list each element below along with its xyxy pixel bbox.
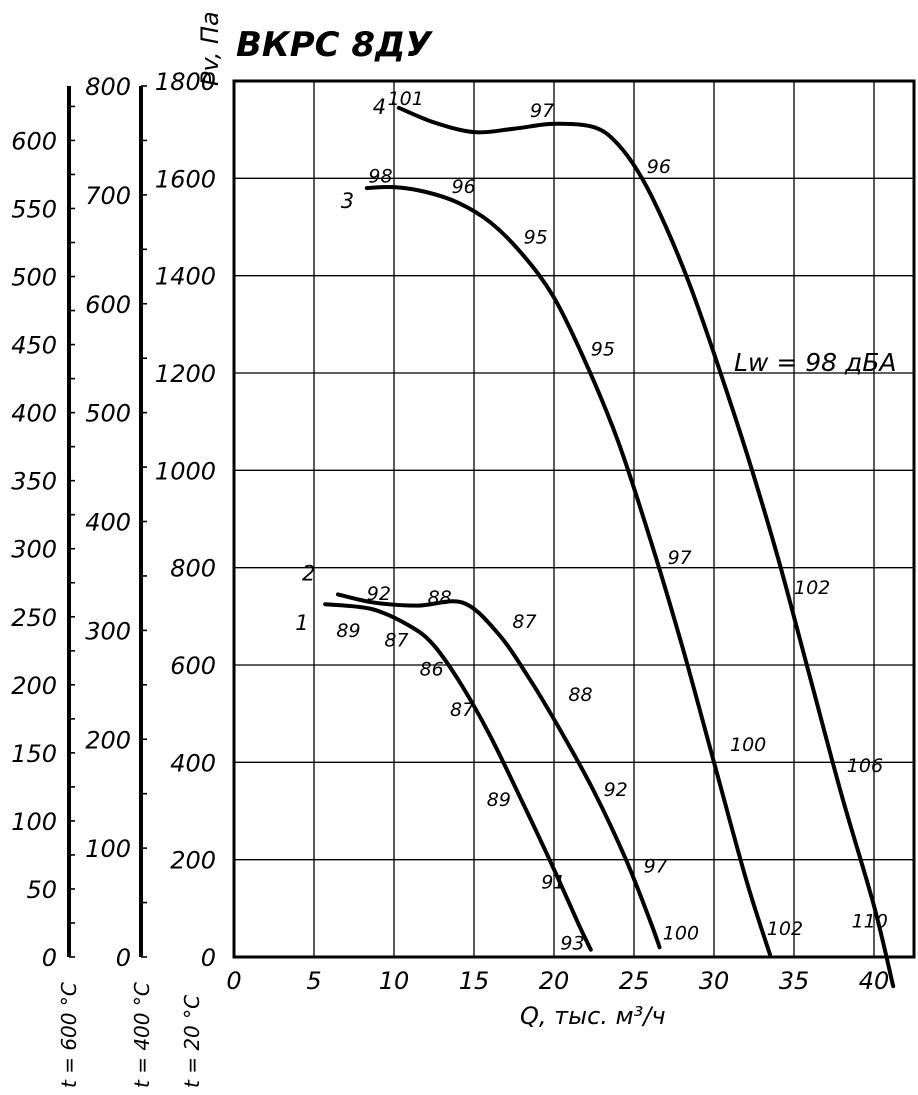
scale-600-label: 200 <box>11 672 57 700</box>
y-axis-label: Pv, Па <box>196 11 224 86</box>
scale-600-label: 150 <box>11 740 57 768</box>
curve-name-1: 1 <box>295 611 308 635</box>
scale-400-label: 800 <box>85 73 131 101</box>
noise-label: 97 <box>668 547 692 569</box>
noise-label: 86 <box>420 658 444 680</box>
noise-label: 87 <box>450 699 474 721</box>
scale-600-label: 400 <box>11 400 57 428</box>
noise-label: 96 <box>647 156 671 178</box>
scale-400-label: 0 <box>116 944 131 972</box>
noise-label: 96 <box>452 176 476 198</box>
scale-600-label: 100 <box>11 808 57 836</box>
noise-label: 101 <box>388 88 424 110</box>
x-axis-label: Q, тыс. м³/ч <box>520 1002 666 1030</box>
y-tick-label: 600 <box>170 652 216 680</box>
x-tick-label: 25 <box>619 967 650 995</box>
x-tick-label: 35 <box>779 967 810 995</box>
noise-label: 97 <box>530 100 554 122</box>
scale-600-label: 550 <box>11 195 57 223</box>
curves <box>323 105 896 989</box>
noise-label: 95 <box>591 339 615 361</box>
temperature-scale-label: t = 600 °C <box>57 982 81 1088</box>
y-tick-label: 400 <box>170 749 216 777</box>
x-tick-label: 30 <box>699 967 730 995</box>
y-tick-label: 1400 <box>155 263 216 291</box>
scale-600-label: 250 <box>11 604 57 632</box>
noise-label: 98 <box>368 165 392 187</box>
curve-1 <box>323 602 593 952</box>
y-tick-label: 800 <box>170 555 216 583</box>
noise-label: 97 <box>644 856 668 878</box>
grid <box>233 80 914 958</box>
noise-label: 100 <box>730 734 766 756</box>
scale-400-label: 200 <box>85 726 131 754</box>
x-tick-label: 5 <box>306 967 321 995</box>
scale-400-label: 500 <box>85 400 131 428</box>
x-tick-label: 0 <box>226 967 241 995</box>
y-tick-labels: 0 200 400 600 800 1000 1200 1400 1600 1800 <box>155 68 216 972</box>
curve-3 <box>364 184 772 957</box>
scale-600-label: 350 <box>11 468 57 496</box>
y-tick-label: 1000 <box>155 457 216 485</box>
y-tick-label: 1200 <box>155 360 216 388</box>
x-tick-labels: 0 5 10 15 20 25 30 35 40 <box>226 967 889 995</box>
x-tick-label: 40 <box>859 967 890 995</box>
noise-label: 87 <box>384 630 408 652</box>
curve-name-3: 3 <box>341 189 354 213</box>
noise-label: 88 <box>568 684 592 706</box>
scale-600-label: 50 <box>26 876 57 904</box>
scale-600-label: 0 <box>42 944 57 972</box>
x-tick-label: 10 <box>379 967 410 995</box>
noise-label: 88 <box>428 587 452 609</box>
noise-label: 110 <box>852 911 888 933</box>
scale-600-label: 500 <box>11 264 57 292</box>
scale-600-label: 450 <box>11 332 57 360</box>
noise-label: 89 <box>487 789 511 811</box>
scale-400-label: 700 <box>85 182 131 210</box>
curve-2 <box>336 592 662 950</box>
x-tick-label: 20 <box>539 967 570 995</box>
scale-400-label: 600 <box>85 291 131 319</box>
curve-labels: 1 89 87 86 87 89 91 93 2 92 88 87 88 92 97 100 3 98 96 95 95… <box>295 88 888 954</box>
noise-label: 92 <box>604 779 628 801</box>
noise-label: 92 <box>367 583 391 605</box>
noise-label: 102 <box>767 918 803 940</box>
noise-label: 95 <box>524 227 548 249</box>
temperature-scale-label: t = 20 °C <box>180 995 204 1088</box>
noise-label: 93 <box>560 932 584 954</box>
noise-level-annotation: Lw = 98 дБА <box>734 348 897 377</box>
curve-4 <box>396 105 896 989</box>
scale-400-label: 100 <box>85 835 131 863</box>
plot-frame <box>232 79 916 959</box>
chart-title: ВКРС 8ДУ <box>236 25 433 65</box>
noise-label: 89 <box>336 620 360 642</box>
curve-name-2: 2 <box>302 561 315 585</box>
secondary-scales: 0 100 200 300 400 500 600 700 800 0 50 100 150 200 250… <box>11 73 204 1088</box>
temperature-scale-label: t = 400 °C <box>130 982 154 1088</box>
noise-label: 106 <box>847 755 883 777</box>
scale-600-label: 600 <box>11 127 57 155</box>
noise-label: 91 <box>541 872 565 894</box>
y-tick-label: 1600 <box>155 165 216 193</box>
scale-400-label: 300 <box>85 617 131 645</box>
noise-label: 87 <box>512 611 536 633</box>
noise-label: 102 <box>794 577 830 599</box>
scale-400-label: 400 <box>85 509 131 537</box>
scale-600-label: 300 <box>11 536 57 564</box>
curve-name-4: 4 <box>373 95 386 119</box>
y-tick-label: 200 <box>170 847 216 875</box>
y-tick-label: 1800 <box>155 68 216 96</box>
noise-label: 100 <box>663 923 699 945</box>
y-tick-label: 0 <box>201 944 216 972</box>
x-tick-label: 15 <box>459 967 490 995</box>
